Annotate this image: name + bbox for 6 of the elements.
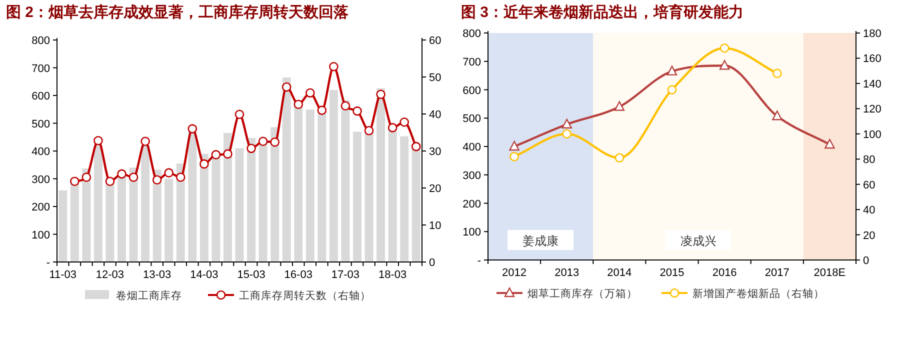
legend-label: 新增国产卷烟新品（右轴） bbox=[692, 287, 824, 300]
title: 图 3：近年来卷烟新品迭出，培育研发能力 bbox=[461, 4, 744, 21]
title: 图 2：烟草去库存成效显著，工商库存周转天数回落 bbox=[6, 4, 349, 21]
legend-label: 工商库存周转天数（右轴） bbox=[239, 289, 371, 302]
legend-label: 卷烟工商库存 bbox=[116, 289, 182, 302]
legend-label: 烟草工商库存（万箱） bbox=[528, 287, 638, 300]
